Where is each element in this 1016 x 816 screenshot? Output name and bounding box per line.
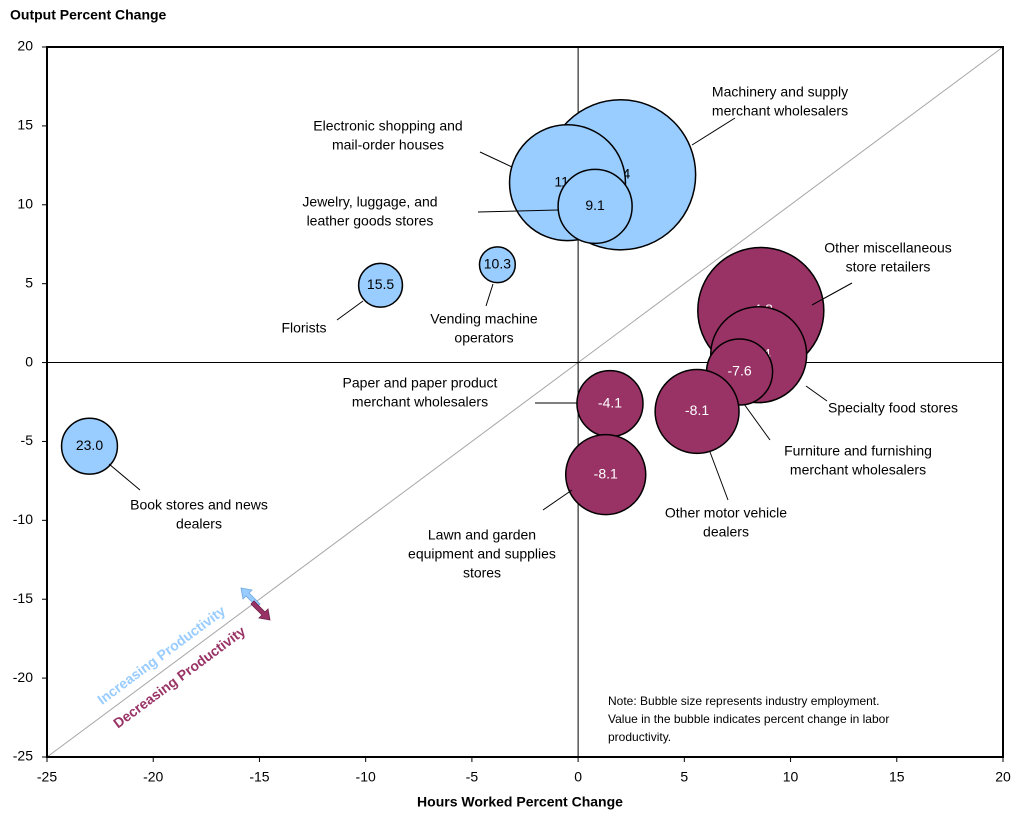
- y-tick-label: 10: [17, 195, 33, 211]
- x-tick-label: 20: [995, 769, 1011, 785]
- plot-frame: [46, 46, 1004, 758]
- leader-line: [542, 489, 573, 511]
- bubble-label: Machinery and supply: [712, 84, 848, 100]
- y-tick-label: -10: [13, 511, 33, 527]
- leader-line: [477, 209, 559, 213]
- bubble-label: Other miscellaneous: [824, 240, 952, 256]
- decreasing-arrow: [250, 600, 271, 621]
- x-tick-label: 0: [574, 769, 582, 785]
- leader-line: [743, 403, 771, 441]
- bubble-value: -7.6: [728, 363, 752, 379]
- bubble-label: Jewelry, luggage, and: [302, 194, 437, 210]
- bubble: [564, 433, 647, 516]
- bubble-value: 15.5: [367, 276, 394, 292]
- y-tick-label: -5: [21, 432, 34, 448]
- bubble-label: store retailers: [846, 259, 931, 275]
- y-axis-title: Output Percent Change: [10, 7, 167, 23]
- x-tick-label: -10: [356, 769, 376, 785]
- bubble-value: 9.1: [585, 197, 605, 213]
- bubble-label: Paper and paper product: [343, 375, 498, 391]
- x-tick-label: -5: [466, 769, 479, 785]
- bubble-label: Book stores and news: [130, 497, 268, 513]
- note: productivity.: [608, 730, 671, 744]
- x-tick-label: -20: [143, 769, 163, 785]
- bubble-label: Specialty food stores: [828, 400, 958, 416]
- bubble-label: stores: [463, 565, 501, 581]
- bubble-label: Florists: [281, 320, 326, 336]
- leader-line: [691, 117, 736, 146]
- bubble-label: Other motor vehicle: [665, 505, 787, 521]
- x-tick-label: -15: [249, 769, 269, 785]
- bubble-label: Electronic shopping and: [313, 118, 462, 134]
- bubble-label: equipment and supplies: [408, 546, 556, 562]
- leader-line: [805, 385, 828, 402]
- bubble-value: -4.1: [598, 394, 622, 410]
- bubble: [357, 262, 404, 308]
- bubble-value: 23.0: [76, 437, 103, 453]
- bubble-value: 10.3: [484, 255, 511, 271]
- bubble-label: mail-order houses: [332, 137, 444, 153]
- bubble-value: -8.1: [594, 465, 618, 481]
- leader-line: [479, 151, 513, 168]
- y-tick-label: 5: [25, 274, 33, 290]
- leader-line: [485, 283, 494, 307]
- bubble-label: leather goods stores: [307, 213, 434, 229]
- bubble-label: Vending machine: [430, 311, 538, 327]
- bubble-value: -8.1: [685, 402, 709, 418]
- bubble: [654, 368, 740, 455]
- x-tick-label: 5: [680, 769, 688, 785]
- y-tick-label: -15: [13, 590, 33, 606]
- y-tick-label: 20: [17, 38, 33, 54]
- bubble-label: Furniture and furnishing: [784, 443, 932, 459]
- productivity-arrows: [240, 587, 271, 621]
- bubble-label: operators: [454, 330, 513, 346]
- x-tick-label: 10: [783, 769, 799, 785]
- x-tick-label: -25: [37, 769, 57, 785]
- bubble-label: merchant wholesalers: [790, 462, 926, 478]
- y-tick-label: 15: [17, 117, 33, 133]
- leader-line: [336, 300, 364, 321]
- x-axis-title: Hours Worked Percent Change: [417, 794, 623, 810]
- bubble-label: merchant wholesalers: [712, 103, 848, 119]
- bubble-label: Lawn and garden: [428, 527, 536, 543]
- note: Note: Bubble size represents industry em…: [608, 694, 879, 708]
- y-tick-label: 0: [25, 353, 33, 369]
- bubble-label: dealers: [703, 524, 749, 540]
- equal-growth-line: [46, 46, 1004, 758]
- y-tick-label: -20: [13, 669, 33, 685]
- bubble-label: dealers: [176, 516, 222, 532]
- leader-line: [108, 463, 141, 491]
- bubble-label: merchant wholesalers: [352, 394, 488, 410]
- leader-line: [709, 451, 729, 501]
- bubble: [60, 417, 119, 475]
- y-tick-label: -25: [13, 748, 33, 764]
- leader-line: [811, 282, 853, 306]
- x-tick-label: 15: [889, 769, 905, 785]
- bubble: [478, 246, 517, 284]
- note: Value in the bubble indicates percent ch…: [608, 712, 889, 726]
- bubble: [557, 168, 633, 245]
